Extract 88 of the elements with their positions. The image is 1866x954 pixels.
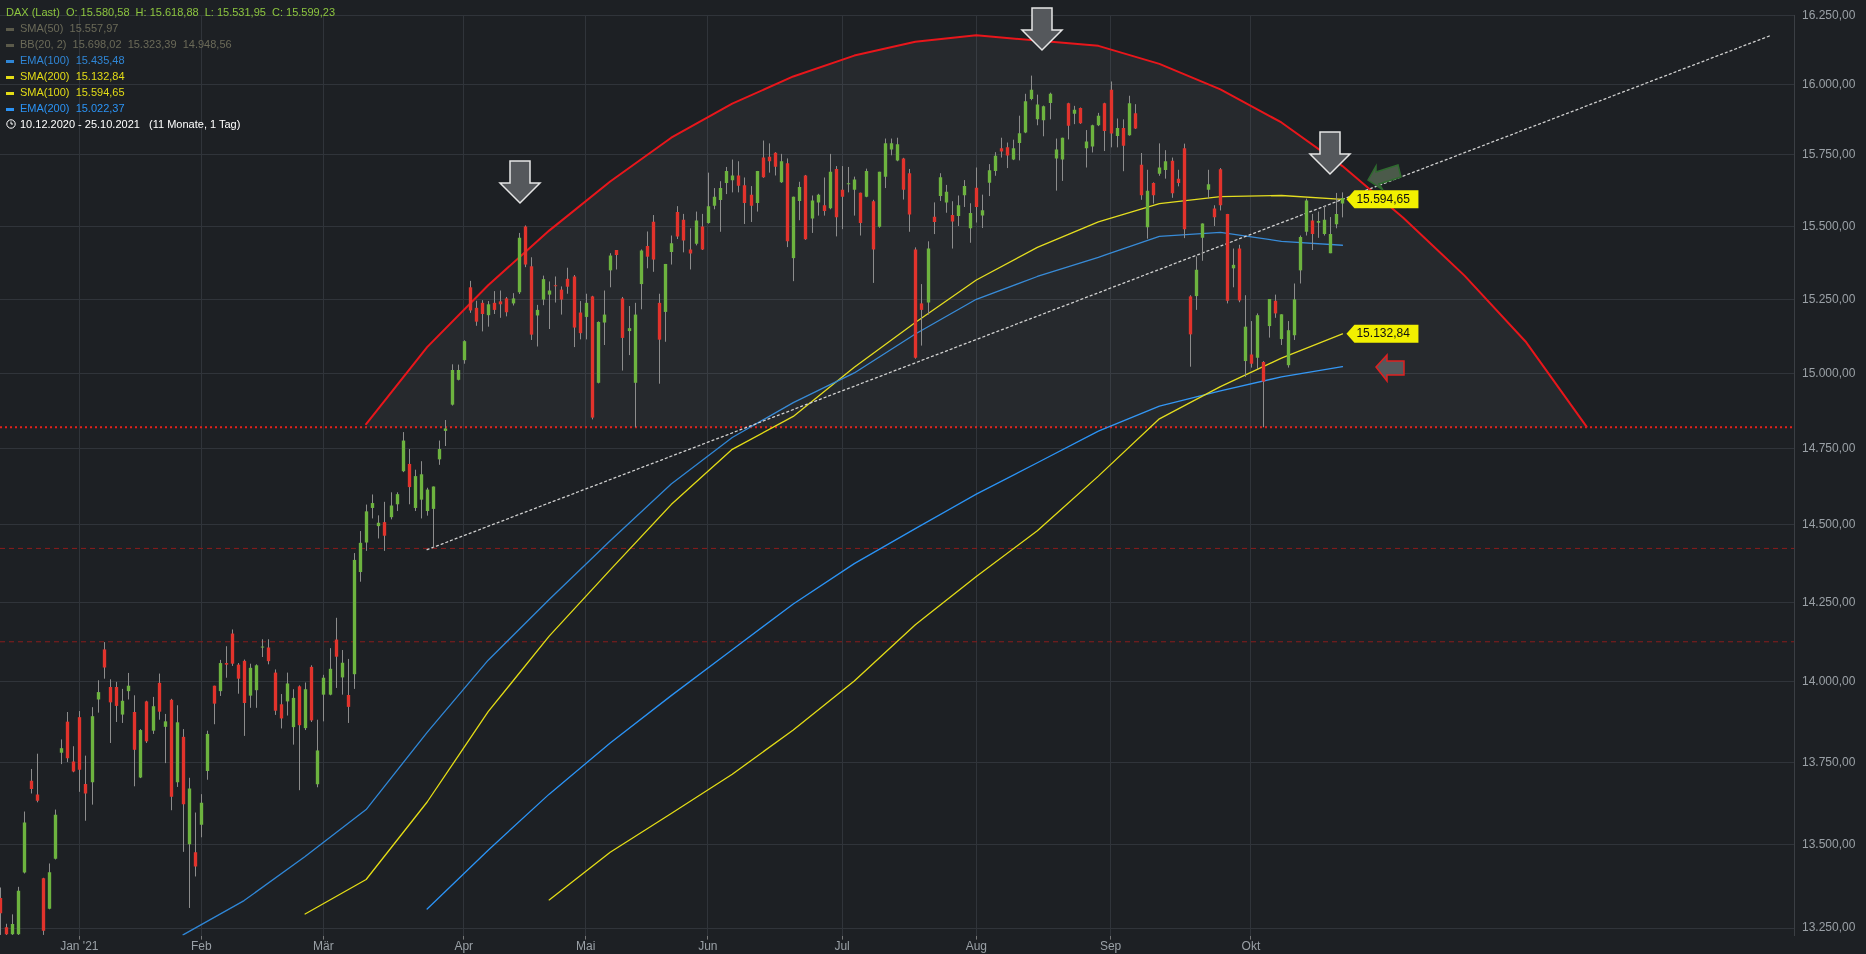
candlestick (443, 419, 448, 447)
y-tick-label: 14.750,00 (1802, 440, 1856, 455)
candlestick (370, 493, 375, 519)
candlestick (840, 165, 845, 230)
candlestick (1084, 129, 1089, 169)
y-tick-label: 14.000,00 (1802, 674, 1856, 689)
candlestick (102, 641, 107, 680)
text: 10.12.2020 - 25.10.2021 (11 Monate, 1 Tag) (20, 118, 241, 130)
candlestick (1072, 105, 1077, 125)
x-tick-label: Jan '21 (60, 939, 99, 954)
y-tick-label: 16.250,00 (1802, 7, 1856, 22)
legend-label: EMA(100) 15.435,48 (20, 54, 125, 66)
candlestick (1017, 115, 1022, 161)
candlestick (559, 285, 564, 316)
candlestick (938, 172, 943, 202)
legend-label: EMA(200) 15.022,37 (20, 102, 125, 114)
candlestick (999, 137, 1004, 159)
x-tick-label: Sep (1099, 939, 1122, 954)
x-tick-label: Okt (1241, 939, 1261, 954)
candlestick (346, 658, 351, 724)
y-tick-label: 14.500,00 (1802, 517, 1856, 532)
candlestick (742, 176, 747, 225)
legend-label: SMA(100) 15.594,65 (20, 86, 125, 98)
candlestick (724, 166, 729, 195)
candlestick (810, 195, 815, 234)
candlestick (504, 296, 509, 317)
x-tick-label: Jun (698, 939, 718, 954)
x-tick-label: Jul (834, 939, 850, 954)
data-label: 15.594,65 (1356, 191, 1411, 206)
candlestick (260, 638, 265, 658)
candlestick (645, 230, 650, 269)
candlestick (474, 300, 479, 327)
candlestick (730, 159, 735, 193)
candlestick (919, 283, 924, 347)
candlestick (163, 713, 168, 764)
y-tick-label: 14.250,00 (1802, 595, 1856, 610)
candlestick (1200, 222, 1205, 262)
candlestick (35, 753, 40, 803)
candlestick (224, 645, 229, 679)
candlestick (1121, 118, 1126, 172)
y-tick-label: 15.250,00 (1802, 291, 1856, 306)
x-tick-label: Mai (576, 939, 596, 954)
candlestick (59, 738, 64, 765)
candlestick (736, 160, 741, 193)
candlestick (718, 180, 723, 233)
x-tick-label: Mär (313, 939, 334, 954)
x-tick-label: Feb (191, 939, 213, 954)
y-tick-label: 15.000,00 (1802, 365, 1856, 380)
candlestick (1212, 204, 1217, 227)
candlestick (1066, 102, 1071, 140)
candlestick (669, 235, 674, 266)
candlestick (498, 290, 503, 319)
y-tick-label: 15.750,00 (1802, 147, 1856, 162)
annotation: BB(20, 2) 15.698,02 15.323,39 14.948,56 (20, 38, 232, 50)
candlestick (852, 176, 857, 217)
data-label: 15.132,84 (1356, 326, 1411, 341)
candlestick (266, 638, 271, 665)
candlestick (1316, 211, 1321, 239)
candlestick (382, 501, 387, 552)
y-tick-label: 16.000,00 (1802, 76, 1856, 91)
candlestick (114, 681, 119, 723)
y-tick-label: 13.750,00 (1802, 754, 1856, 769)
candlestick (1005, 142, 1010, 169)
chart-title: DAX (Last) O: 15.580,58 H: 15.618,88 L: 15.531,95 C: 15.599,23 (6, 5, 335, 20)
candlestick (285, 672, 290, 717)
candlestick (627, 305, 632, 356)
candlestick (212, 685, 217, 725)
y-tick-label: 15.500,00 (1802, 218, 1856, 233)
candlestick (956, 195, 961, 227)
candlestick (1163, 149, 1168, 180)
candlestick (987, 163, 992, 197)
candlestick (1261, 360, 1266, 428)
legend-label: SMA(200) 15.132,84 (20, 70, 125, 82)
x-tick-label: Aug (965, 939, 988, 954)
candlestick (565, 267, 570, 295)
candlestick (1206, 169, 1211, 199)
candlestick (1035, 94, 1040, 126)
candlestick (553, 275, 558, 304)
candlestick (1060, 137, 1065, 182)
annotation: SMA(50) 15.557,97 (20, 22, 119, 34)
y-tick-label: 13.500,00 (1802, 836, 1856, 851)
candlestick (541, 275, 546, 306)
candlestick (120, 688, 125, 724)
x-tick-label: Apr (454, 939, 474, 954)
candlestick (822, 176, 827, 217)
candlestick (71, 745, 76, 773)
candlestick (980, 194, 985, 229)
y-tick-label: 13.250,00 (1802, 920, 1856, 935)
